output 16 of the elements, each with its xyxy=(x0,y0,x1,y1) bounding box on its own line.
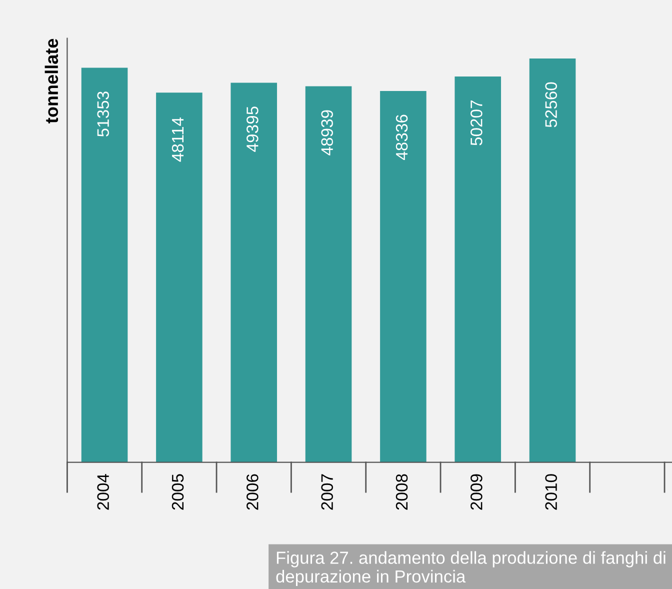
x-tick-label: 2009 xyxy=(470,474,482,510)
data-label: 49395 xyxy=(246,106,258,152)
data-label: 50207 xyxy=(470,100,482,146)
text: Figura 27. andamento della produzione di fanghi di depurazione in Provincia xyxy=(276,551,666,586)
y-axis-title: tonnellate xyxy=(44,38,58,124)
data-label: 51353 xyxy=(97,92,110,137)
x-tick-label: 2010 xyxy=(545,474,558,510)
x-tick-label: 2008 xyxy=(396,474,408,510)
x-tick-label: 2004 xyxy=(97,474,110,510)
data-label: 52560 xyxy=(545,82,558,128)
x-tick-label: 2006 xyxy=(246,474,258,510)
data-label: 48114 xyxy=(172,117,184,162)
x-tick-label: 2007 xyxy=(321,474,334,510)
x-tick-label: 2005 xyxy=(172,474,184,510)
data-label: 48336 xyxy=(396,114,408,160)
data-label: 48939 xyxy=(321,110,334,156)
